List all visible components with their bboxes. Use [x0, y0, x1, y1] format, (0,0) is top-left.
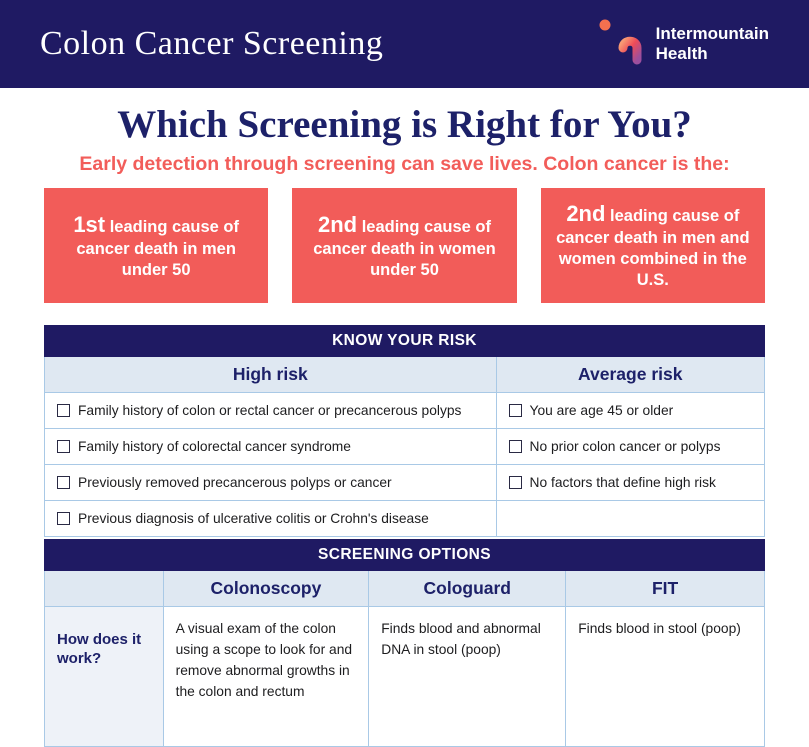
screening-options-header: SCREENING OPTIONS	[44, 539, 765, 572]
average-risk-item-label: You are age 45 or older	[529, 403, 674, 419]
hero-subtitle: Early detection through screening can sa…	[79, 153, 730, 175]
risk-row-2: Family history of colorectal cancer synd…	[45, 428, 764, 465]
average-risk-item-label: No prior colon cancer or polyps	[529, 439, 721, 455]
stat-box-women-under-50: 2nd leading cause of cancer death in wom…	[292, 188, 517, 304]
screening-empty-header	[45, 571, 164, 607]
average-risk-item-3: No factors that define high risk	[496, 464, 764, 501]
stat-text: leading cause of cancer death in men und…	[76, 217, 239, 279]
cologuard-description: Finds blood and abnormal DNA in stool (p…	[369, 606, 567, 747]
know-your-risk-section: KNOW YOUR RISK High risk Average risk Fa…	[44, 325, 765, 538]
average-risk-item-1: You are age 45 or older	[496, 392, 764, 429]
risk-row-4: Previous diagnosis of ulcerative colitis…	[45, 500, 764, 537]
checkbox-icon[interactable]	[508, 476, 522, 490]
fit-description: Finds blood in stool (poop)	[566, 606, 764, 747]
average-risk-column-header: Average risk	[496, 357, 764, 393]
screening-column-headers: Colonoscopy Cologuard FIT	[45, 571, 764, 607]
checkbox-icon[interactable]	[508, 404, 522, 418]
checkbox-icon[interactable]	[57, 476, 70, 490]
high-risk-item-label: Family history of colorectal cancer synd…	[78, 439, 351, 455]
stat-box-row: 1st leading cause of cancer death in men…	[44, 188, 765, 304]
fit-column-header: FIT	[566, 571, 764, 607]
high-risk-item-1: Family history of colon or rectal cancer…	[45, 392, 497, 429]
high-risk-item-2: Family history of colorectal cancer synd…	[45, 428, 497, 465]
risk-row-3: Previously removed precancerous polyps o…	[45, 464, 764, 501]
cologuard-column-header: Cologuard	[369, 571, 567, 607]
risk-column-headers: High risk Average risk	[45, 357, 764, 393]
high-risk-column-header: High risk	[45, 357, 497, 393]
colonoscopy-description: A visual exam of the colon using a scope…	[163, 606, 370, 747]
high-risk-item-3: Previously removed precancerous polyps o…	[45, 464, 497, 501]
average-risk-empty-cell	[496, 500, 764, 537]
brand-logo: Intermountain Health	[592, 15, 769, 74]
screening-table: Colonoscopy Cologuard FIT How does it wo…	[44, 571, 765, 747]
page-header: Colon Cancer Screening	[0, 0, 809, 88]
risk-table: High risk Average risk Family history of…	[44, 357, 765, 538]
checkbox-icon[interactable]	[57, 440, 70, 454]
stat-box-combined-us: 2nd leading cause of cancer death in men…	[540, 188, 765, 304]
high-risk-item-label: Family history of colon or rectal cancer…	[78, 403, 462, 419]
high-risk-item-4: Previous diagnosis of ulcerative colitis…	[45, 500, 497, 537]
how-it-works-row: How does it work? A visual exam of the c…	[45, 606, 764, 747]
stat-rank: 2nd	[317, 211, 358, 237]
average-risk-item-2: No prior colon cancer or polyps	[496, 428, 764, 465]
average-risk-item-label: No factors that define high risk	[529, 475, 716, 491]
checkbox-icon[interactable]	[508, 440, 522, 454]
brand-name-line1: Intermountain	[655, 24, 769, 44]
stat-box-men-under-50: 1st leading cause of cancer death in men…	[44, 188, 269, 304]
page-title: Colon Cancer Screening	[40, 25, 384, 62]
stat-text: leading cause of cancer death in men and…	[556, 207, 750, 290]
stat-rank: 2nd	[566, 201, 606, 226]
high-risk-item-label: Previously removed precancerous polyps o…	[78, 475, 392, 491]
stat-rank: 1st	[73, 211, 106, 237]
brand-name: Intermountain Health	[656, 24, 769, 63]
how-it-works-label: How does it work?	[45, 606, 164, 747]
intermountain-health-logo-icon	[592, 15, 646, 74]
high-risk-item-label: Previous diagnosis of ulcerative colitis…	[78, 511, 429, 527]
colonoscopy-column-header: Colonoscopy	[163, 571, 370, 607]
know-your-risk-header: KNOW YOUR RISK	[44, 325, 765, 358]
stat-text: leading cause of cancer death in women u…	[313, 217, 496, 279]
checkbox-icon[interactable]	[57, 404, 70, 418]
brand-name-line2: Health	[655, 44, 708, 63]
risk-row-1: Family history of colon or rectal cancer…	[45, 392, 764, 429]
screening-options-section: SCREENING OPTIONS Colonoscopy Cologuard …	[44, 539, 765, 747]
hero-title: Which Screening is Right for You?	[117, 103, 692, 146]
checkbox-icon[interactable]	[57, 512, 70, 526]
